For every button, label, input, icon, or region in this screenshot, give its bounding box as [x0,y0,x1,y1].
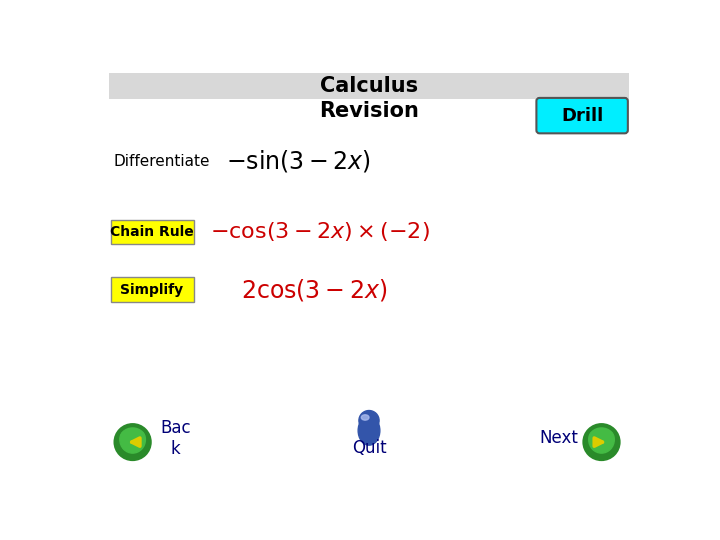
Text: Next: Next [539,429,578,447]
Text: Differentiate: Differentiate [113,153,210,168]
FancyBboxPatch shape [111,220,194,244]
FancyBboxPatch shape [536,98,628,133]
Text: Quit: Quit [351,439,387,457]
Text: Simplify: Simplify [120,282,184,296]
FancyBboxPatch shape [109,72,629,99]
Circle shape [116,425,150,459]
Text: Bac
k: Bac k [160,419,191,458]
Ellipse shape [589,426,614,453]
Text: Drill: Drill [561,106,603,125]
Text: $2\cos(3-2x)$: $2\cos(3-2x)$ [241,276,387,302]
Circle shape [585,425,618,459]
Circle shape [359,410,379,430]
FancyBboxPatch shape [111,278,194,302]
Ellipse shape [120,426,145,453]
Text: $-\sin(3-2x)$: $-\sin(3-2x)$ [225,148,371,174]
Text: Chain Rule: Chain Rule [110,225,194,239]
Ellipse shape [358,416,380,445]
Text: Calculus: Calculus [320,76,418,96]
Text: Revision: Revision [319,101,419,121]
Text: $-\cos(3-2x)\times(-2)$: $-\cos(3-2x)\times(-2)$ [210,220,430,244]
Ellipse shape [361,415,369,420]
